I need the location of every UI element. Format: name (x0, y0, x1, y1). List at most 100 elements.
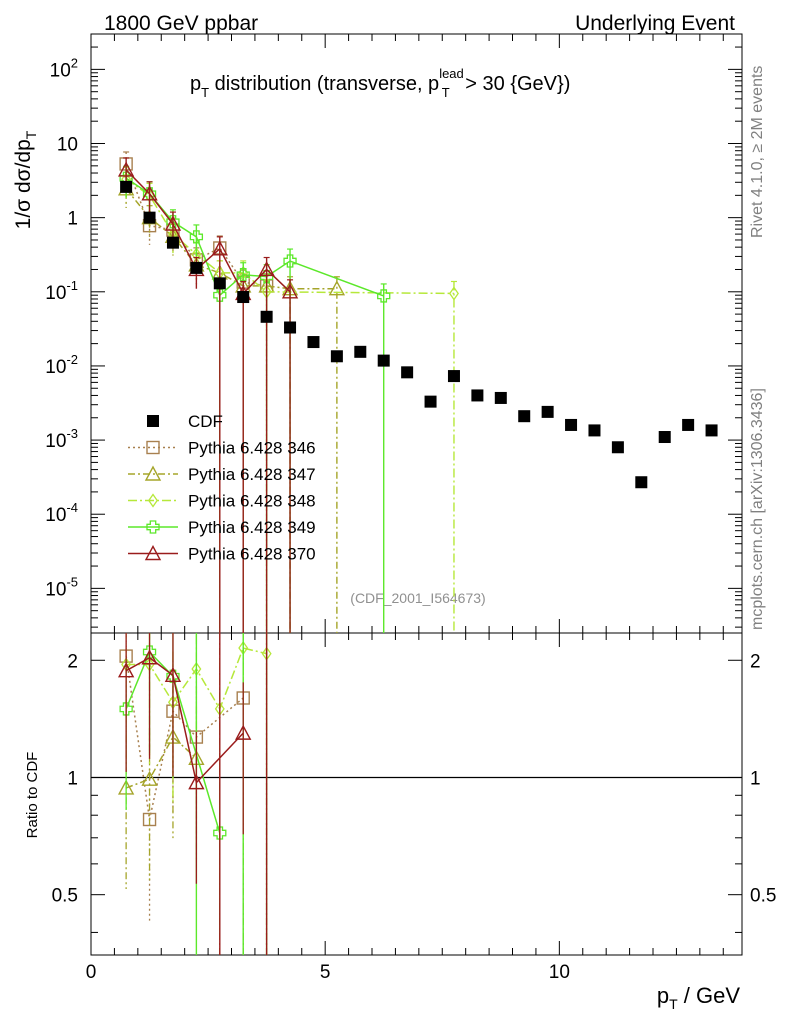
data-point (260, 310, 273, 323)
data-point (307, 336, 320, 349)
series-line (125, 178, 454, 295)
legend-label: Pythia 6.428 370 (188, 545, 316, 564)
y-tick-label: 1 (67, 209, 78, 230)
legend: CDF Pythia 6.428 346 Pythia 6.428 347 Pythi… (128, 412, 316, 564)
series-4 (119, 165, 391, 633)
data-point (283, 254, 297, 268)
ratio-point (119, 702, 133, 716)
y-tick-label: 10-5 (45, 574, 78, 600)
legend-item: Pythia 6.428 348 (128, 492, 316, 511)
title-tail: > 30 {GeV}) (460, 73, 571, 95)
x-axis-label-tail: / GeV (678, 983, 741, 1008)
y-axis-label-main: 1/σ dσ/dp (12, 139, 35, 229)
x-axis-label-sub: T (669, 996, 678, 1012)
legend-item: Pythia 6.428 346 (128, 439, 316, 458)
data-point (448, 286, 459, 301)
ratio-line (125, 735, 197, 789)
legend-item: Pythia 6.428 347 (128, 465, 316, 484)
data-point (424, 395, 437, 408)
title-sub: T (201, 85, 209, 100)
data-point (354, 345, 367, 358)
ratio-point (213, 826, 227, 840)
legend-item: Pythia 6.428 370 (128, 545, 316, 564)
legend-marker (144, 545, 162, 561)
header-right: Underlying Event (575, 12, 735, 35)
data-point (401, 366, 414, 379)
data-point (117, 161, 135, 177)
y-tick-label: 102 (50, 55, 78, 81)
series-cdf (120, 180, 718, 489)
data-point (541, 405, 554, 418)
ratio-plot-area (117, 633, 272, 955)
data-point (377, 354, 390, 367)
ratio-tick-label-right: 1 (750, 768, 761, 789)
y-tick-label: 10-3 (45, 426, 78, 452)
data-point (565, 418, 578, 431)
data-point (588, 424, 601, 437)
legend-label: Pythia 6.428 349 (188, 518, 316, 537)
data-point (518, 410, 531, 423)
series-2 (117, 176, 346, 633)
series-line (125, 169, 291, 295)
ratio-panel-frame (90, 632, 743, 956)
ratio-series-4 (119, 633, 268, 955)
ratio-point (142, 645, 157, 659)
ratio-axis-ticks: 0.5 0.5 1 1 2 2 0 5 10 (52, 633, 776, 983)
x-tick-label: 0 (86, 962, 97, 983)
legend-marker (148, 493, 158, 508)
ratio-tick-label-left: 0.5 (52, 886, 78, 907)
ratio-point (164, 666, 182, 682)
data-point (166, 236, 179, 249)
main-panel-frame (90, 33, 743, 634)
data-point (141, 185, 158, 201)
ratio-series-5 (117, 633, 268, 955)
ratio-line (125, 655, 244, 820)
data-point (189, 230, 204, 244)
legend-marker (144, 465, 162, 481)
ratio-point (235, 724, 252, 740)
data-point (705, 424, 718, 437)
legend-marker (147, 415, 159, 427)
data-point (471, 389, 484, 402)
y-tick-label: 10-4 (45, 500, 78, 526)
data-point (281, 283, 299, 299)
ratio-series-2 (117, 633, 268, 955)
legend-marker (146, 520, 160, 534)
y-tick-label: 10-2 (45, 352, 78, 378)
series-5 (117, 157, 299, 633)
main-plot-area (117, 151, 718, 633)
legend-label: Pythia 6.428 348 (188, 492, 316, 511)
data-point (328, 280, 346, 296)
title-rest: distribution (transverse, p (209, 73, 439, 95)
data-point (330, 350, 343, 363)
y-axis-label: 1/σ dσ/dpT (12, 130, 39, 229)
data-point (377, 289, 391, 303)
mcplots-label: mcplots.cern.ch [arXiv:1306.3436] (749, 388, 766, 630)
data-point (143, 211, 156, 224)
x-axis-label-main: p (657, 983, 669, 1008)
ratio-y-axis-label: Ratio to CDF (24, 752, 41, 839)
ratio-point (117, 662, 135, 678)
analysis-watermark: (CDF_2001_I564673) (350, 590, 485, 606)
data-point (237, 291, 250, 304)
x-tick-label: 10 (549, 962, 570, 983)
ratio-point (188, 774, 205, 790)
data-point (494, 391, 507, 404)
y-tick-label: 10 (57, 135, 78, 156)
rivet-label: Rivet 4.1.0, ≥ 2M events (749, 66, 766, 238)
data-point (682, 418, 695, 431)
legend-marker (146, 440, 160, 455)
y-tick-label: 10-1 (45, 278, 78, 304)
legend-label: Pythia 6.428 346 (188, 439, 316, 458)
x-axis-label: pT / GeV (657, 983, 740, 1012)
data-point (236, 268, 250, 282)
data-point (258, 261, 275, 277)
plot-title: pT distribution (transverse, plead T > 30… (190, 66, 570, 100)
ratio-point (141, 770, 158, 786)
series-line (125, 177, 384, 297)
data-point (211, 240, 228, 256)
legend-item: Pythia 6.428 349 (128, 518, 316, 537)
ratio-line (125, 656, 244, 785)
main-axis-ticks: 10-5 10-4 10-3 10-2 10-1 1 10 102 (45, 33, 742, 633)
